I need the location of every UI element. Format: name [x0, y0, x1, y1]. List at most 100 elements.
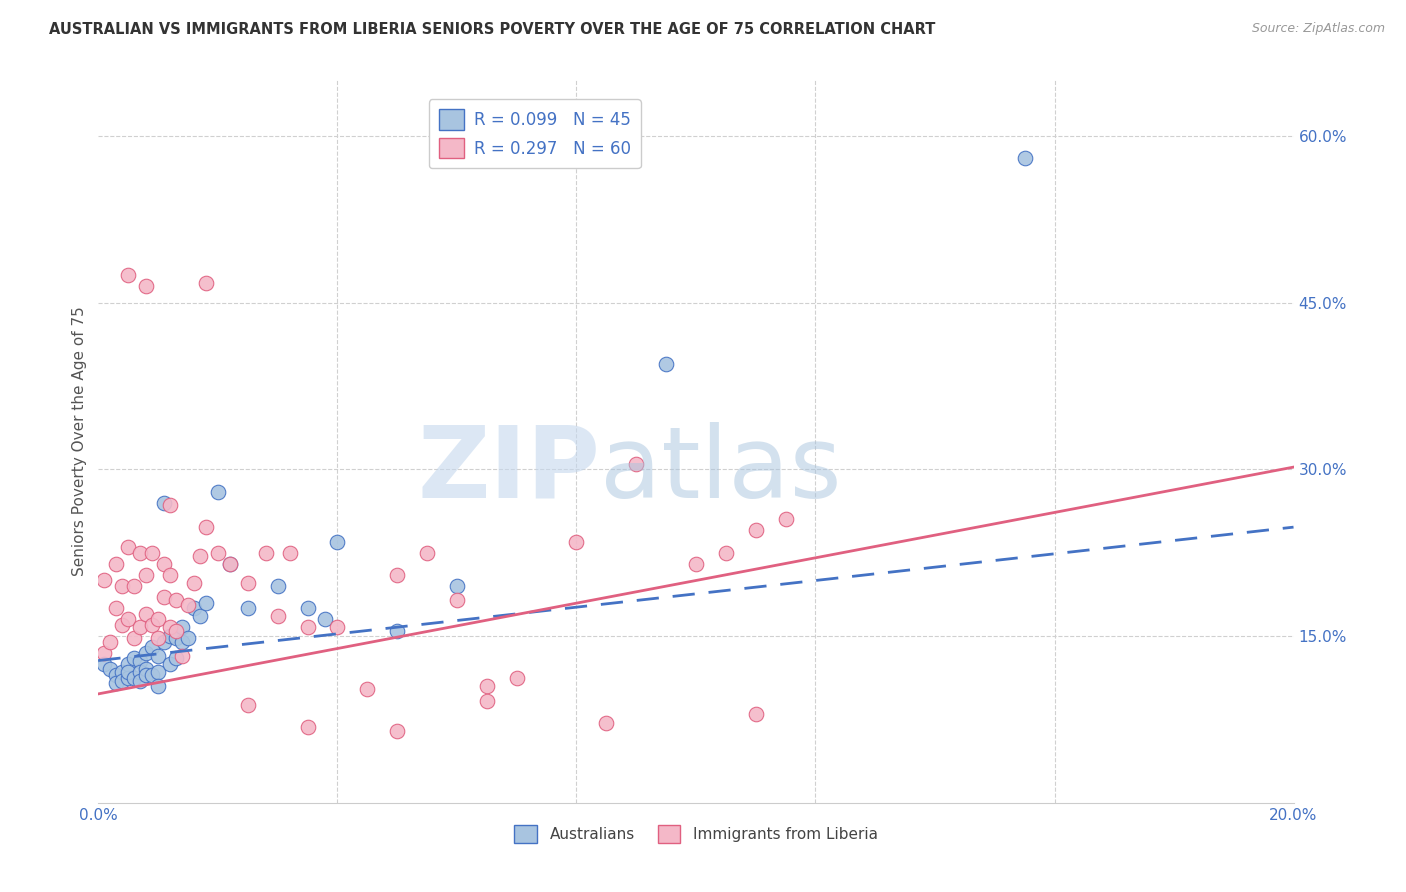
Point: [111, 673, 134, 688]
Point: [159, 629, 181, 643]
Point: [356, 682, 378, 697]
Point: [475, 693, 498, 707]
Y-axis label: Seniors Poverty Over the Age of 75: Seniors Poverty Over the Age of 75: [72, 307, 87, 576]
Text: ZIP: ZIP: [418, 422, 600, 519]
Point: [188, 609, 211, 624]
Text: AUSTRALIAN VS IMMIGRANTS FROM LIBERIA SENIORS POVERTY OVER THE AGE OF 75 CORRELA: AUSTRALIAN VS IMMIGRANTS FROM LIBERIA SE…: [49, 22, 935, 37]
Point: [267, 579, 290, 593]
Point: [93, 574, 115, 588]
Point: [135, 668, 157, 682]
Point: [172, 634, 194, 648]
Point: [153, 557, 176, 571]
Point: [148, 632, 170, 646]
Point: [135, 646, 157, 660]
Point: [326, 534, 349, 549]
Point: [195, 596, 218, 610]
Point: [141, 668, 163, 682]
Point: [129, 673, 152, 688]
Point: [1014, 151, 1036, 165]
Legend: Australians, Immigrants from Liberia: Australians, Immigrants from Liberia: [508, 819, 884, 849]
Point: [135, 662, 157, 676]
Point: [446, 593, 468, 607]
Point: [775, 512, 797, 526]
Point: [183, 601, 205, 615]
Point: [141, 618, 163, 632]
Point: [105, 668, 128, 682]
Point: [117, 540, 139, 554]
Point: [148, 649, 170, 664]
Point: [135, 607, 157, 621]
Point: [219, 557, 242, 571]
Point: [745, 524, 768, 538]
Point: [165, 632, 187, 646]
Text: atlas: atlas: [600, 422, 842, 519]
Point: [153, 634, 176, 648]
Point: [105, 675, 128, 690]
Point: [177, 632, 200, 646]
Point: [117, 268, 139, 282]
Point: [124, 651, 146, 665]
Point: [172, 649, 194, 664]
Point: [98, 662, 122, 676]
Point: [129, 620, 152, 634]
Point: [105, 557, 128, 571]
Point: [183, 575, 205, 590]
Point: [745, 706, 768, 721]
Point: [685, 557, 707, 571]
Point: [98, 634, 122, 648]
Point: [165, 651, 187, 665]
Point: [105, 601, 128, 615]
Point: [124, 671, 146, 685]
Point: [236, 698, 259, 712]
Point: [385, 723, 409, 738]
Point: [159, 568, 181, 582]
Point: [177, 598, 200, 612]
Point: [297, 601, 319, 615]
Point: [135, 568, 157, 582]
Point: [254, 546, 277, 560]
Point: [135, 279, 157, 293]
Point: [236, 601, 259, 615]
Point: [315, 612, 337, 626]
Point: [626, 457, 648, 471]
Point: [148, 612, 170, 626]
Point: [148, 679, 170, 693]
Point: [385, 624, 409, 638]
Point: [297, 620, 319, 634]
Point: [172, 620, 194, 634]
Point: [153, 590, 176, 604]
Point: [565, 534, 588, 549]
Point: [207, 546, 229, 560]
Point: [111, 618, 134, 632]
Point: [124, 632, 146, 646]
Point: [159, 620, 181, 634]
Point: [117, 657, 139, 671]
Point: [506, 671, 529, 685]
Point: [148, 665, 170, 679]
Point: [385, 568, 409, 582]
Point: [416, 546, 439, 560]
Point: [219, 557, 242, 571]
Point: [326, 620, 349, 634]
Point: [207, 484, 229, 499]
Point: [93, 657, 115, 671]
Point: [165, 624, 187, 638]
Point: [141, 546, 163, 560]
Point: [267, 609, 290, 624]
Point: [475, 679, 498, 693]
Point: [111, 579, 134, 593]
Point: [111, 665, 134, 679]
Point: [159, 498, 181, 512]
Point: [595, 715, 617, 730]
Point: [446, 579, 468, 593]
Point: [129, 546, 152, 560]
Point: [714, 546, 737, 560]
Text: Source: ZipAtlas.com: Source: ZipAtlas.com: [1251, 22, 1385, 36]
Point: [195, 520, 218, 534]
Point: [159, 657, 181, 671]
Point: [124, 579, 146, 593]
Point: [165, 593, 187, 607]
Point: [188, 549, 211, 563]
Point: [655, 357, 678, 371]
Point: [153, 496, 176, 510]
